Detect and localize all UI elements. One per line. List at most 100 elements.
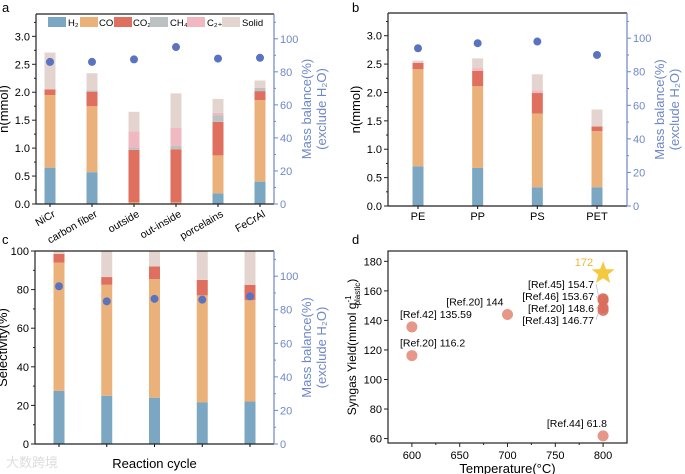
scatter-point — [406, 350, 418, 362]
y2-tick-label: 40 — [280, 372, 292, 384]
bar-segment-5 — [472, 58, 484, 69]
bar-segment-1 — [86, 106, 98, 173]
y2-tick-label: 20 — [280, 405, 292, 417]
y2-axis-label-sub: (exclude H₂O) — [314, 307, 329, 389]
y-tick-label: 1.5 — [367, 116, 382, 128]
point-label: [Ref.44] 61.8 — [547, 418, 607, 430]
bar-segment-1 — [101, 284, 113, 396]
bar-segment-1 — [244, 300, 256, 402]
panel-label-d: d — [352, 232, 359, 247]
scatter-point — [502, 309, 513, 321]
y2-tick-label: 60 — [280, 338, 292, 350]
legend-swatch — [48, 17, 66, 27]
bar-segment-5 — [244, 251, 256, 285]
scatter-point — [597, 304, 609, 316]
y-tick-label: 60 — [370, 434, 382, 446]
bar-segment-2 — [591, 126, 603, 132]
bar-segment-4 — [472, 68, 484, 71]
bar-segment-5 — [412, 60, 424, 63]
x-tick-label: FeCrAl — [233, 208, 267, 235]
y-tick-label: 120 — [364, 345, 382, 357]
y-axis-label: n(mmol) — [0, 85, 11, 133]
y2-tick-label: 20 — [633, 167, 645, 179]
y-axis-label: n(mmol) — [348, 86, 363, 134]
y-tick-label: 3.0 — [367, 31, 382, 43]
mass-balance-point — [593, 50, 601, 59]
y-tick-label: 2.5 — [15, 59, 30, 71]
point-label: [Ref.20] 116.2 — [400, 338, 465, 350]
y-tick-label: 2.0 — [15, 87, 30, 99]
bar-segment-5 — [196, 251, 208, 280]
bar-segment-5 — [254, 80, 266, 88]
y-label-sup: -1 — [344, 295, 353, 303]
mass-balance-point — [256, 53, 264, 62]
bar-segment-4 — [170, 128, 182, 146]
legend-label: C₂₊ — [207, 18, 223, 29]
bar-segment-3 — [170, 145, 182, 150]
bar-segment-1 — [591, 131, 603, 188]
x-tick-label: outside — [106, 208, 141, 235]
y-tick-label: 100 — [11, 246, 29, 258]
bar-segment-0 — [591, 187, 603, 206]
panel-label-a: a — [2, 0, 10, 15]
x-axis-label: Temperature(°C) — [459, 461, 555, 474]
mass-balance-point — [533, 37, 542, 46]
bar-segment-2 — [196, 279, 208, 296]
y2-tick-label: 80 — [280, 305, 292, 317]
y2-tick-label: 100 — [280, 34, 298, 46]
y-tick-label: 20 — [17, 400, 29, 412]
y2-tick-label: 80 — [280, 67, 292, 79]
bar-segment-2 — [212, 121, 224, 156]
bar-segment-3 — [212, 115, 224, 122]
bar-segment-1 — [149, 278, 160, 398]
star-marker — [591, 261, 615, 283]
y2-tick-label: 20 — [280, 166, 292, 178]
bar-segment-5 — [53, 251, 65, 254]
bar-segment-0 — [149, 397, 160, 444]
bar-segment-4 — [128, 131, 140, 148]
y-axis-label: Syngas Yield(mmol g-1plastic) — [344, 279, 362, 416]
y2-axis-label-sub: (exclude H₂O) — [667, 69, 682, 151]
x-tick-label: 600 — [403, 450, 421, 462]
bar-segment-3 — [128, 147, 140, 150]
point-label: [Ref.20] 148.6 — [528, 303, 594, 315]
y-tick-label: 140 — [364, 315, 382, 327]
y2-axis-label: Mass balance(%) — [299, 59, 314, 159]
bar-segment-0 — [254, 181, 266, 204]
x-tick-label: 700 — [498, 450, 516, 462]
bar-segment-1 — [531, 113, 543, 188]
x-tick-label: 750 — [546, 450, 564, 462]
x-tick-label: PS — [530, 211, 545, 223]
x-tick-label: PE — [411, 211, 426, 223]
panel-b: PE PP PS PET 0.0 0.5 1.0 1.5 2.0 2.5 3.0 0 20 40 60 80 1… — [348, 12, 682, 223]
bar-segment-5 — [86, 73, 98, 91]
y-tick-label: 0.0 — [15, 199, 30, 211]
legend: H₂ CO CO₂ CH₄ C₂₊ Solid — [48, 17, 263, 29]
scatter-point — [406, 321, 418, 333]
y-label-sub: plastic — [353, 283, 362, 306]
bar-segment-2 — [86, 91, 98, 107]
mass-balance-point — [246, 292, 254, 301]
bar-segment-0 — [212, 193, 224, 204]
bar-segment-0 — [53, 390, 65, 444]
legend-swatch — [150, 17, 168, 27]
bar-segment-4 — [212, 112, 224, 116]
bar-segment-2 — [53, 253, 65, 263]
x-axis-label: Reaction cycle — [112, 456, 197, 471]
legend-label: CH₄ — [170, 18, 188, 29]
bar-segment-2 — [149, 266, 160, 279]
bar-segment-3 — [86, 90, 98, 92]
bar-segment-0 — [244, 401, 256, 444]
legend-swatch — [187, 17, 205, 27]
y-axis-label: Selectivity(%) — [0, 308, 10, 387]
y-tick-label: 0.5 — [367, 173, 382, 185]
y-tick-label: 1.5 — [15, 115, 30, 127]
bar-segment-1 — [254, 100, 266, 182]
point-label: [Ref.43] 146.77 — [522, 315, 594, 327]
y-tick-label: 80 — [370, 404, 382, 416]
y-tick-label: 40 — [17, 362, 29, 374]
bar-segment-5 — [170, 93, 182, 128]
bar-segment-5 — [531, 74, 543, 91]
mass-balance-point — [55, 282, 63, 291]
bar-segment-5 — [101, 251, 113, 278]
